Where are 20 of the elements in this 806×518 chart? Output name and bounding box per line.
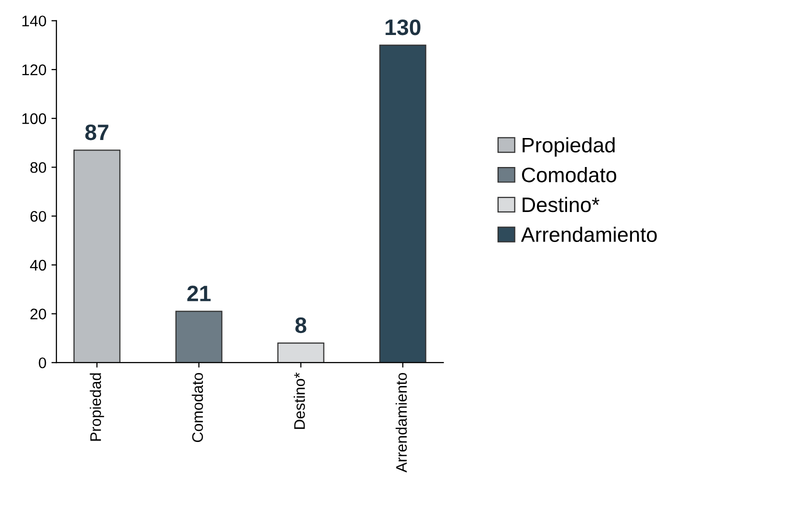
x-tick-label: Arrendamiento — [396, 372, 407, 472]
y-tick-label: 40 — [30, 260, 46, 271]
legend-label: Comodato — [522, 167, 616, 182]
legend-label: Arrendamiento — [521, 226, 657, 242]
data-label: 87 — [85, 124, 108, 140]
y-tick-label: 120 — [22, 64, 46, 76]
data-label: 8 — [295, 317, 306, 334]
data-label: 21 — [187, 286, 211, 302]
y-tick-label: 140 — [22, 16, 46, 26]
y-tick-label: 100 — [22, 113, 46, 124]
legend-label: Destino* — [522, 196, 600, 212]
x-tick-label: Destino* — [294, 372, 305, 429]
y-tick-label: 60 — [30, 210, 46, 222]
data-label: 130 — [386, 19, 420, 36]
y-tick-label: 20 — [30, 308, 46, 320]
x-tick-label: Propiedad — [90, 373, 104, 441]
x-tick-label: Comodato — [192, 372, 203, 442]
legend-label: Propiedad — [522, 137, 615, 157]
y-tick-label: 80 — [30, 162, 46, 173]
y-tick-label: 0 — [38, 357, 46, 368]
